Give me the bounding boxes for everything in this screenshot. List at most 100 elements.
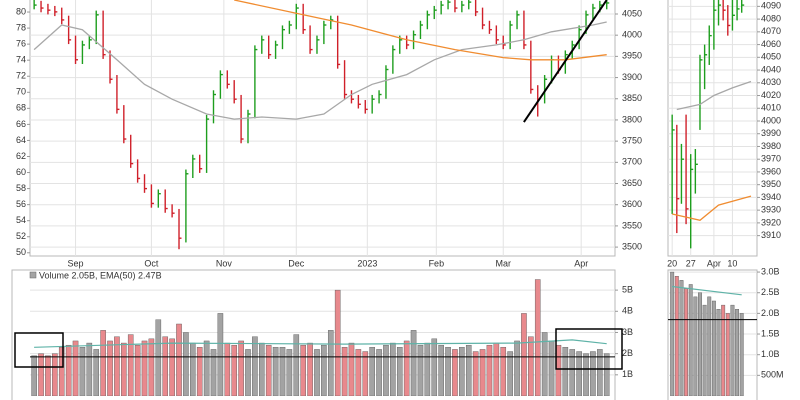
marks: [33, 0, 610, 250]
y-tick-label: 4050: [761, 52, 781, 62]
volume-bar: [293, 334, 300, 396]
y-tick-label: 4080: [761, 13, 781, 23]
marks: [668, 271, 757, 396]
volume-bar: [38, 353, 44, 396]
y2-tick-label: 76: [16, 39, 26, 49]
x-tick-label: Mar: [495, 258, 511, 268]
volume-bar: [569, 349, 576, 396]
volume-bar: [203, 340, 210, 396]
y2-tick-label: 52: [16, 231, 26, 241]
volume-panel: [11, 269, 616, 400]
y-tick-label: 1.0B: [761, 349, 780, 359]
x-tick-label: Sep: [68, 258, 84, 268]
volume-bar: [327, 330, 334, 396]
volume-bar: [286, 349, 293, 396]
volume-bar: [548, 340, 555, 396]
volume-bar: [79, 347, 86, 396]
volume-bar: [670, 271, 675, 396]
x-tick-label: 20: [667, 258, 677, 268]
volume-bar: [196, 347, 203, 396]
moving-average: [672, 195, 752, 222]
volume-bar: [730, 304, 735, 396]
y-tick-label: 2B: [622, 348, 633, 358]
volume-bar: [348, 342, 355, 396]
y-tick-label: 3900: [622, 72, 642, 82]
volume-bar: [162, 336, 168, 396]
y-tick-label: 4B: [622, 306, 633, 316]
marks: [671, 0, 752, 249]
moving-average: [676, 80, 752, 111]
y-tick-label: 3980: [761, 141, 781, 151]
volume-bar: [459, 347, 465, 396]
y-tick-label: 5B: [622, 284, 633, 294]
volume-bar: [52, 353, 58, 396]
volume-bar: [121, 342, 127, 396]
volume-bar: [702, 304, 707, 396]
marks: [30, 279, 615, 396]
volume-ema: [34, 339, 607, 348]
volume-bar: [716, 309, 721, 396]
trendline: [523, 0, 608, 123]
volume-bar: [403, 340, 410, 396]
volume-bar: [417, 344, 424, 396]
volume-bar: [127, 334, 134, 396]
volume-bar: [321, 344, 327, 396]
volume-bar: [534, 279, 541, 396]
volume-bar: [725, 313, 730, 396]
y2-tick-label: 70: [16, 87, 26, 97]
x-tick-label: Nov: [216, 258, 233, 268]
annotation-box: [14, 332, 64, 368]
y-tick-label: 3700: [622, 157, 642, 167]
y2-tick-label: 60: [16, 167, 26, 177]
y-tick-label: 3920: [761, 217, 781, 227]
y-tick-label: 3650: [622, 178, 642, 188]
y-tick-label: 3910: [761, 230, 781, 240]
y-tick-label: 3550: [622, 220, 642, 230]
volume-bar: [355, 349, 362, 396]
volume-bar: [583, 353, 589, 396]
volume-bar: [224, 342, 231, 396]
y2-tick-label: 54: [16, 215, 26, 225]
y2-tick-label: 78: [16, 22, 26, 32]
volume-bar: [245, 349, 251, 396]
volume-bar: [86, 342, 93, 396]
volume-bar: [684, 288, 689, 396]
y-tick-label: 4060: [761, 39, 781, 49]
volume-bar: [590, 351, 596, 396]
y-tick-label: 3990: [761, 128, 781, 138]
y-tick-label: 3.0B: [761, 266, 780, 276]
volume-bar: [252, 336, 258, 396]
y2-tick-label: 64: [16, 135, 26, 145]
volume-bar: [259, 342, 265, 396]
y-tick-label: 3950: [761, 179, 781, 189]
volume-bar: [58, 347, 65, 396]
volume-bar: [486, 344, 493, 396]
volume-bar: [314, 349, 320, 396]
volume-bar: [45, 355, 51, 396]
y-tick-label: 4090: [761, 1, 781, 11]
volume-bar: [514, 340, 520, 396]
volume-bar: [93, 349, 100, 396]
grid: [668, 0, 757, 256]
volume-bar: [169, 338, 175, 396]
y-tick-label: 3750: [622, 136, 642, 146]
volume-bar: [597, 349, 603, 396]
y-tick-label: 4020: [761, 90, 781, 100]
volume-bar: [707, 296, 712, 396]
y2-tick-label: 50: [16, 247, 26, 257]
volume-bar: [698, 292, 702, 396]
y-tick-label: 4000: [761, 115, 781, 125]
y-tick-label: 4000: [622, 30, 642, 40]
x-tick-label: Apr: [574, 258, 588, 268]
volume-bar: [155, 319, 162, 396]
y2-tick-label: 74: [16, 55, 26, 65]
volume-bar: [141, 340, 148, 396]
volume-bar: [341, 347, 348, 396]
y2-tick-label: 58: [16, 183, 26, 193]
volume-bar: [72, 340, 79, 396]
y-tick-label: 3B: [622, 327, 633, 337]
volume-bar: [217, 313, 224, 396]
volume-bar: [307, 342, 313, 396]
y-tick-label: 4010: [761, 103, 781, 113]
